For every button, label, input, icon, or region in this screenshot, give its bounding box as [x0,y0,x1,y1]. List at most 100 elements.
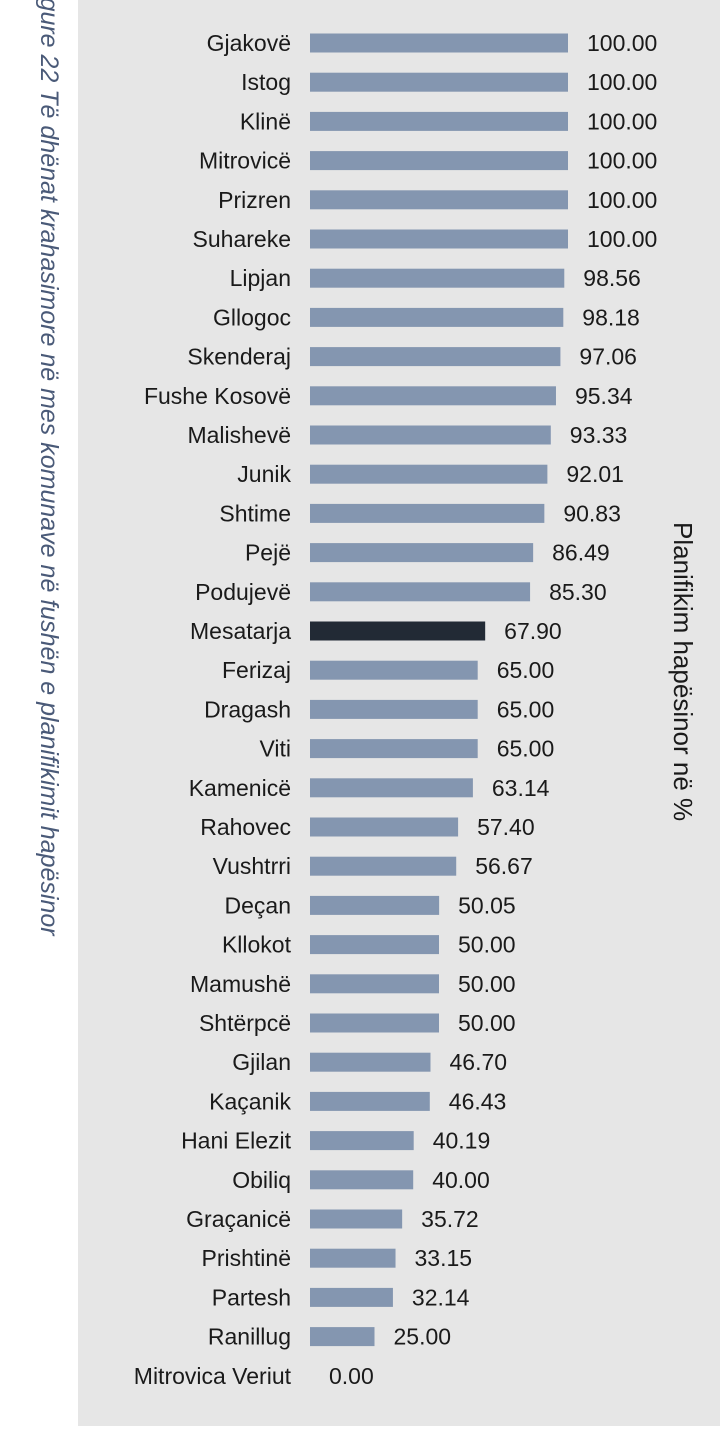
bar [310,33,568,53]
category-label: Suhareke [193,226,291,252]
category-label: Viti [259,736,291,762]
bar [310,1170,414,1190]
bar [310,111,568,131]
value-label: 40.00 [432,1167,490,1193]
bar [310,974,439,994]
value-label: 65.00 [497,736,555,762]
category-label: Hani Elezit [181,1128,292,1154]
bar [310,72,568,92]
value-label: 50.05 [458,892,516,918]
value-label: 98.56 [583,265,641,291]
bar-chart: Gjakovë 100.00 Istog 100.00 Klinë 100.00 Mitro… [134,30,658,1389]
category-label: Fushe Kosovë [144,383,291,409]
category-label: Pejë [245,540,291,566]
value-label: 50.00 [458,932,516,958]
bar [310,464,548,484]
bar [310,268,565,288]
bar [310,699,478,719]
bar [310,307,564,327]
bar [310,229,568,249]
value-label: 95.34 [575,383,633,409]
bar [310,151,568,171]
bar [310,425,551,445]
category-label: Klinë [240,108,291,134]
value-label: 65.00 [497,696,555,722]
value-label: 100.00 [587,30,657,56]
category-label: Rahovec [200,814,291,840]
category-label: Gjakovë [207,30,291,56]
caption-strip: igure 22 Të dhënat krahasimore në mes ko… [0,0,78,1440]
bar [310,935,439,955]
value-label: 46.43 [449,1088,507,1114]
bar [310,1091,430,1111]
category-label: Partesh [212,1284,291,1310]
category-label: Podujevë [195,579,291,605]
value-label: 92.01 [566,461,624,487]
category-label: Prishtinë [202,1245,291,1271]
value-label: 100.00 [587,226,657,252]
category-label: Kaçanik [209,1088,291,1114]
bar [310,660,478,680]
bar [310,1327,375,1347]
category-label: Graçanicë [186,1206,291,1232]
category-label: Kllokot [222,932,292,958]
category-label: Gjilan [232,1049,291,1075]
value-label: 50.00 [458,1010,516,1036]
value-label: 85.30 [549,579,607,605]
category-label: Istog [241,69,291,95]
bar [310,1209,403,1229]
value-label: 25.00 [394,1324,452,1350]
category-label: Shtime [219,500,291,526]
value-label: 86.49 [552,540,610,566]
category-label: Mitrovicë [199,148,291,174]
category-label: Mitrovica Veriut [134,1363,292,1389]
bar [310,1052,431,1072]
bar [310,582,531,602]
y-axis-label: Planifikim hapësinor në % [668,522,698,822]
bar [310,347,561,367]
category-label: Lipjan [230,265,291,291]
value-label: 100.00 [587,148,657,174]
value-label: 100.00 [587,108,657,134]
value-label: 40.19 [433,1128,491,1154]
value-label: 98.18 [582,304,640,330]
value-label: 100.00 [587,69,657,95]
bar [310,190,568,210]
category-label: Ranillug [208,1324,291,1350]
value-label: 97.06 [579,344,637,370]
category-label: Junik [237,461,291,487]
value-label: 63.14 [492,775,550,801]
value-label: 90.83 [563,500,621,526]
bar [310,856,457,876]
category-label: Mamushë [190,971,291,997]
value-label: 57.40 [477,814,535,840]
value-label: 93.33 [570,422,628,448]
category-label: Obiliq [232,1167,291,1193]
bar [310,1131,414,1151]
category-label: Malishevë [187,422,291,448]
category-label: Gllogoc [213,304,291,330]
figure-caption: igure 22 Të dhënat krahasimore në mes ko… [35,0,63,936]
value-label: 65.00 [497,657,555,683]
bar [310,503,545,523]
bar [310,543,534,563]
bar [310,1287,393,1307]
category-label: Dragash [204,696,291,722]
value-label: 46.70 [449,1049,507,1075]
value-label: 35.72 [421,1206,479,1232]
category-label: Prizren [218,187,291,213]
bar [310,1013,439,1033]
bar [310,386,556,406]
value-label: 56.67 [475,853,533,879]
category-label: Deçan [225,892,291,918]
bar [310,895,440,915]
category-label: Ferizaj [222,657,291,683]
bar [310,739,478,759]
chart-panel: Gjakovë 100.00 Istog 100.00 Klinë 100.00 Mitro… [78,0,720,1426]
value-label: 67.90 [504,618,562,644]
bar [310,621,486,641]
bar [310,817,459,837]
value-label: 0.00 [329,1363,374,1389]
category-label: Vushtrri [213,853,291,879]
value-label: 33.15 [415,1245,473,1271]
